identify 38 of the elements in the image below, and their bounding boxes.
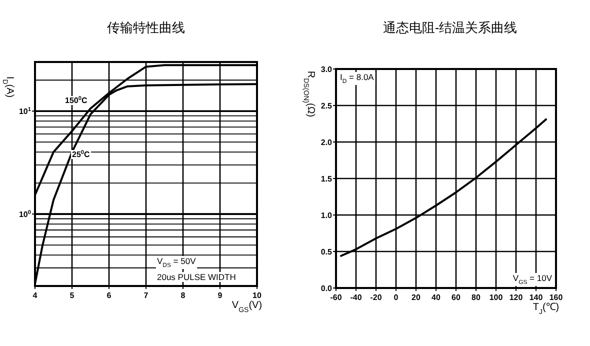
annotation: 25$^{0}$C: [72, 150, 90, 159]
x-tick-label: 5: [70, 291, 75, 300]
x-tick-label: -20: [370, 293, 382, 302]
x-axis-title: V$_{GS}$(V): [232, 300, 262, 314]
x-tick-label: 4: [32, 291, 38, 300]
x-tick-label: -40: [350, 293, 362, 302]
x-tick-label: 6: [106, 291, 112, 300]
y-tick-label: 1.5: [320, 174, 333, 184]
x-tick-label: 40: [432, 293, 441, 302]
chart-title: 通态电阻-结温关系曲线: [382, 20, 518, 35]
x-axis-title: T$_{J}$(℃): [532, 302, 560, 316]
annotation: 20us PULSE WIDTH: [157, 272, 236, 282]
y-tick-label: 0.5: [320, 248, 333, 256]
x-tick-label: 80: [472, 293, 481, 302]
annotation: V$_{DS}$ = 50V: [157, 256, 196, 269]
y-tick-label: 1.0: [320, 211, 333, 220]
annotation: V$_{GS}$ = 10V: [512, 273, 552, 286]
annotation: I$_{D}$ = 8.0A: [340, 72, 374, 85]
y-tick-label: 2.0: [320, 138, 333, 147]
x-tick-label: 10: [252, 291, 262, 300]
x-tick-label: 7: [144, 291, 149, 300]
y-tick-label: 3.0: [320, 65, 333, 74]
x-tick-label: 20: [412, 293, 421, 302]
x-tick-label: 8: [180, 291, 186, 300]
chart-title: 传输特性曲线: [107, 20, 185, 35]
x-tick-label: 60: [452, 293, 461, 302]
y-tick-label: 10$^{1}$: [18, 107, 31, 116]
annotation: 150$^{0}$C: [65, 96, 88, 105]
x-tick-label: 0: [394, 293, 399, 302]
x-tick-label: 9: [218, 291, 223, 300]
x-tick-label: 120: [509, 293, 524, 302]
y-tick-label: 0.0: [320, 284, 333, 293]
x-tick-label: 100: [489, 293, 504, 302]
y-tick-label: 10$^{0}$: [18, 210, 31, 220]
y-tick-label: 2.5: [320, 102, 333, 110]
x-tick-label: 140: [529, 293, 544, 302]
x-tick-label: -60: [330, 293, 342, 302]
x-tick-label: 160: [549, 293, 564, 302]
